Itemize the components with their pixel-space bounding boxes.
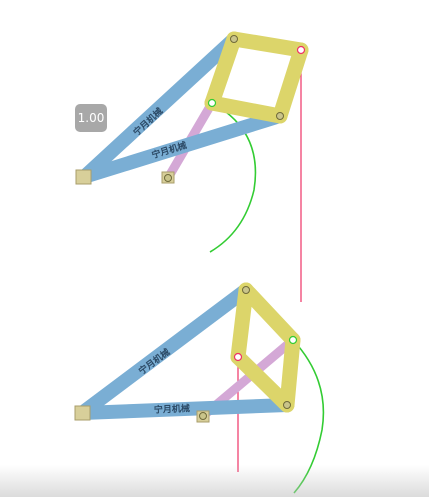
bottom-joint-tracer-green [288, 335, 298, 345]
top-yellow-link-bottom [204, 95, 288, 124]
top-yellow-link-top [226, 31, 309, 58]
bottom-yellow-link-right [279, 332, 301, 413]
bottom-joint-tracer-red [233, 352, 243, 362]
top-joint-tracer-green [207, 98, 217, 108]
top-yellow-link-left [204, 31, 242, 111]
top-blue-link-lower [77, 109, 287, 184]
top-joint-crank [164, 174, 172, 182]
top-mechanism: 宁月机械 宁月机械 [75, 31, 309, 302]
bottom-blue-link-upper [75, 283, 253, 420]
top-blue-link-upper [77, 32, 241, 184]
bottom-mechanism: 宁月机械 宁月机械 [74, 282, 325, 494]
bottom-yellow-link-top-right [238, 282, 301, 348]
bottom-ground-block-left [74, 405, 91, 421]
bottom-yellow-link-left [230, 282, 254, 365]
bottom-lower-link-label: 宁月机械 [154, 402, 190, 415]
bottom-joint-lower-right [283, 401, 291, 409]
bottom-joint-crank [199, 412, 207, 420]
bottom-blue-link-lower [75, 398, 294, 420]
playback-speed-button[interactable]: 1.00 [75, 104, 107, 132]
top-joint-apex [230, 35, 238, 43]
bottom-yellow-link-diagonal [230, 349, 295, 413]
top-yellow-link-right [272, 42, 309, 124]
top-joint-tracer-red [296, 45, 306, 55]
top-ground-block-left [75, 169, 92, 185]
bottom-joint-apex [242, 286, 250, 294]
top-joint-lower-right [276, 112, 284, 120]
